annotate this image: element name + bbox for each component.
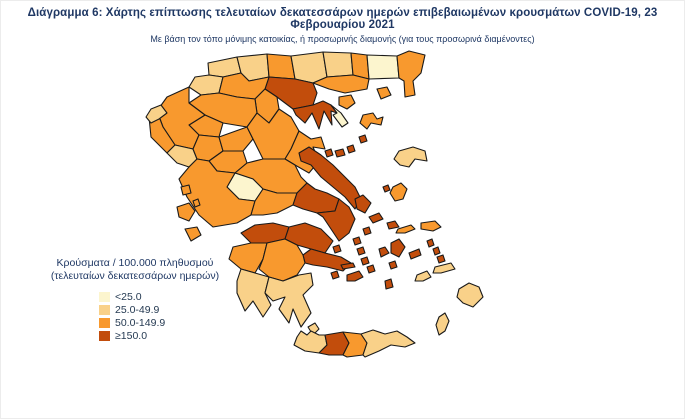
region-serres <box>290 51 328 84</box>
region-paros <box>378 246 390 258</box>
figure-header: Διάγραμμα 6: Χάρτης επίπτωσης τελευταίων… <box>1 7 684 44</box>
region-leros <box>432 246 441 256</box>
region-rodopi <box>366 54 400 80</box>
region-chios <box>389 182 408 202</box>
region-syros <box>362 226 372 236</box>
region-ikaria <box>395 224 416 234</box>
legend-label-lt25: <25.0 <box>115 291 142 303</box>
region-thasos <box>338 94 356 110</box>
region-kavala <box>312 74 370 94</box>
region-samothraki <box>376 86 392 100</box>
region-skiathos <box>324 148 334 158</box>
region-alonnisos <box>346 144 356 154</box>
region-astypalea <box>414 270 432 282</box>
legend-label-ge150: ≥150.0 <box>115 330 148 342</box>
legend-title-line2: (τελευταίων δεκατεσσάρων ημερών) <box>50 270 220 282</box>
legend-row-ge150: ≥150.0 <box>99 330 235 342</box>
legend-swatch-ge150 <box>99 331 110 341</box>
region-drama <box>322 51 354 78</box>
region-ithaki <box>192 198 201 208</box>
region-kea <box>352 236 362 246</box>
legend-swatch-25-49 <box>99 305 110 315</box>
region-samos <box>420 220 442 232</box>
legend-title: Κρούσματα / 100.000 πληθυσμού (τελευταίω… <box>35 257 235 283</box>
region-sifnos <box>366 264 376 274</box>
legend-row-50-149: 50.0-149.9 <box>99 317 235 329</box>
region-tinos <box>368 212 384 224</box>
region-zakynthos <box>184 226 202 242</box>
region-limnos <box>359 112 384 130</box>
region-lakonia <box>264 272 314 328</box>
region-athos <box>330 104 349 128</box>
region-serifos <box>360 256 370 266</box>
legend-row-lt25: <25.0 <box>99 291 235 303</box>
legend-label-50-149: 50.0-149.9 <box>115 317 166 329</box>
legend-swatch-50-149 <box>99 318 110 328</box>
region-psara <box>382 184 391 193</box>
region-evros <box>396 50 426 98</box>
legend-label-25-49: 25.0-49.9 <box>115 304 160 316</box>
region-ilia <box>228 242 268 274</box>
region-lefkada <box>180 184 192 196</box>
region-milos <box>346 270 364 282</box>
legend-swatch-lt25 <box>99 292 110 302</box>
region-agios_efstratios <box>358 134 368 144</box>
region-santorini <box>384 278 394 290</box>
region-naxos <box>390 238 406 258</box>
legend-row-25-49: 25.0-49.9 <box>99 304 235 316</box>
region-kefalonia <box>176 202 196 222</box>
region-rhodes <box>456 282 484 308</box>
region-aegina <box>332 244 342 254</box>
region-amorgos <box>408 248 422 260</box>
region-trikala <box>218 126 254 152</box>
region-messinia <box>236 268 272 318</box>
region-karpathos <box>435 312 450 336</box>
region-corfu <box>145 104 168 124</box>
region-skopelos <box>334 148 346 158</box>
region-attiki <box>316 198 356 242</box>
region-ios <box>388 260 398 270</box>
region-hydra <box>340 262 356 270</box>
region-kythnos <box>356 246 366 256</box>
region-chalkidiki <box>292 100 338 130</box>
region-andros <box>354 194 372 214</box>
map-legend: Κρούσματα / 100.000 πληθυσμού (τελευταίω… <box>35 257 235 343</box>
region-arkadia <box>258 238 306 282</box>
region-kalymnos <box>436 254 446 264</box>
region-lasithi <box>360 329 416 358</box>
region-patmos <box>426 238 435 248</box>
legend-title-line1: Κρούσματα / 100.000 πληθυσμού <box>56 257 214 269</box>
region-kastoria <box>188 74 224 96</box>
figure-subtitle: Με βάση τον τόπο μόνιμης κατοικίας, ή πρ… <box>150 34 535 44</box>
region-spetses <box>330 270 340 280</box>
figure-title: Διάγραμμα 6: Χάρτης επίπτωσης τελευταίων… <box>27 7 658 31</box>
region-kos <box>432 262 456 274</box>
region-mykonos <box>386 220 400 230</box>
region-lesvos <box>393 146 428 168</box>
legend-items: <25.0 25.0-49.9 50.0-149.9 ≥150.0 <box>99 291 235 342</box>
